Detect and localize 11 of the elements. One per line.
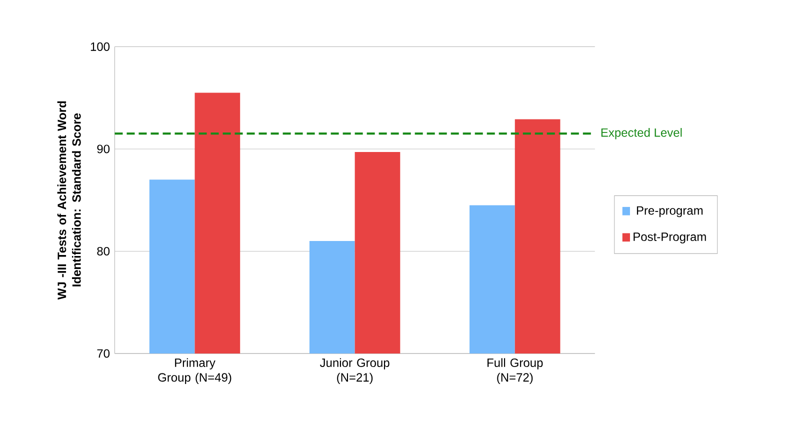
y-tick-label: 100 [90,42,110,52]
ref-line-label: Expected Level [601,128,682,140]
x-tick-label: Junior Group (N=21) [320,358,390,384]
y-tick-label: 70 [97,349,110,358]
y-tick-label: 90 [97,144,110,154]
legend-label: Pre-program [636,206,703,218]
x-tick-label: Primary Group (N=49) [158,358,232,384]
y-tick-label: 80 [97,247,110,256]
y-axis-title: WJ -III Tests of Achievement Word Identification: Standard Score [57,102,81,300]
x-tick-label: Full Group (N=72) [488,358,543,384]
legend-label: Post-Program [634,232,706,244]
